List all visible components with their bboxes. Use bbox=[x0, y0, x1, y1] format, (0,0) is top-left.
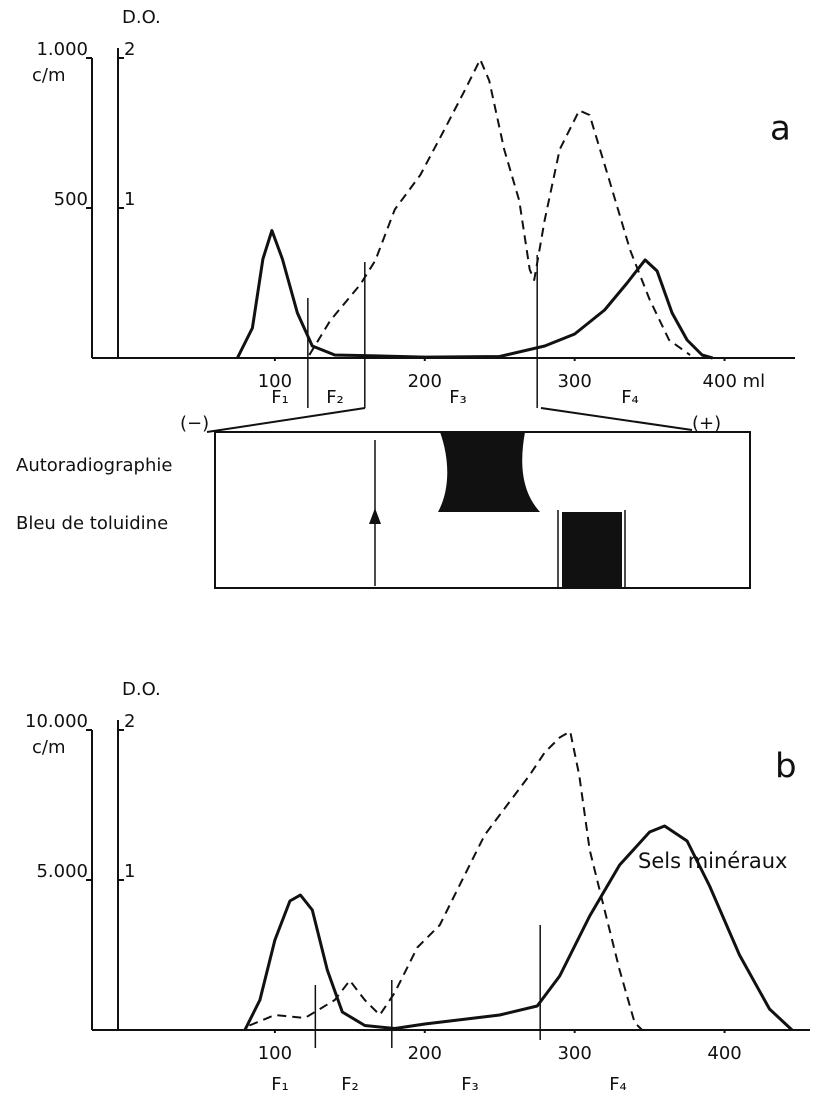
panel-label: b bbox=[775, 747, 797, 787]
data-line bbox=[309, 60, 690, 356]
y2-tick-label: 2 bbox=[124, 711, 135, 732]
x-tick-label: 200 bbox=[408, 371, 442, 392]
page: {"chart_data": [ {"type": "line", "panel… bbox=[0, 0, 827, 1098]
x-tick-label: 300 bbox=[557, 1043, 591, 1064]
y-axis-label: c/m bbox=[32, 737, 66, 758]
fraction-label: F₃ bbox=[461, 1074, 479, 1095]
x-tick-label: 200 bbox=[408, 1043, 442, 1064]
fraction-label: F₃ bbox=[449, 387, 467, 408]
row-label: Autoradiographie bbox=[16, 455, 172, 476]
x-tick-label: 300 bbox=[557, 371, 591, 392]
y2-tick-label: 1 bbox=[124, 189, 135, 210]
x-tick-label: 100 bbox=[258, 1043, 292, 1064]
data-line bbox=[237, 231, 712, 359]
plus-label: (+) bbox=[692, 413, 721, 434]
fraction-label: F₄ bbox=[609, 1074, 627, 1095]
minus-label: (−) bbox=[180, 413, 209, 434]
y2-axis-label: D.O. bbox=[122, 679, 161, 700]
annotation: Sels minéraux bbox=[638, 849, 787, 873]
figure: (−) (+) Autoradiographie Bleu de toluidi… bbox=[0, 0, 827, 1098]
y2-tick-label: 1 bbox=[124, 861, 135, 882]
x-tick-label: 400 bbox=[707, 1043, 741, 1064]
autoradiography-band bbox=[438, 432, 540, 512]
gel-connector bbox=[207, 408, 365, 432]
arrow-head bbox=[369, 508, 381, 524]
y2-tick-label: 2 bbox=[124, 39, 135, 60]
y2-axis-label: D.O. bbox=[122, 7, 161, 28]
fraction-label: F₁ bbox=[271, 1074, 289, 1095]
y-axis-label: c/m bbox=[32, 65, 66, 86]
x-tick-label: 400 ml bbox=[703, 371, 766, 392]
fraction-label: F₂ bbox=[341, 1074, 359, 1095]
y-tick-label: 1.000 bbox=[36, 39, 88, 60]
data-line bbox=[249, 732, 642, 1031]
y-tick-label: 10.000 bbox=[25, 711, 88, 732]
fraction-label: F₄ bbox=[621, 387, 639, 408]
panel-label: a bbox=[770, 109, 791, 149]
row-label: Bleu de toluidine bbox=[16, 513, 168, 534]
gel-connector bbox=[541, 408, 692, 430]
toluidine-band bbox=[562, 512, 622, 588]
y-tick-label: 5.000 bbox=[36, 861, 88, 882]
y-tick-label: 500 bbox=[54, 189, 88, 210]
fraction-label: F₂ bbox=[326, 387, 344, 408]
fraction-label: F₁ bbox=[271, 387, 289, 408]
